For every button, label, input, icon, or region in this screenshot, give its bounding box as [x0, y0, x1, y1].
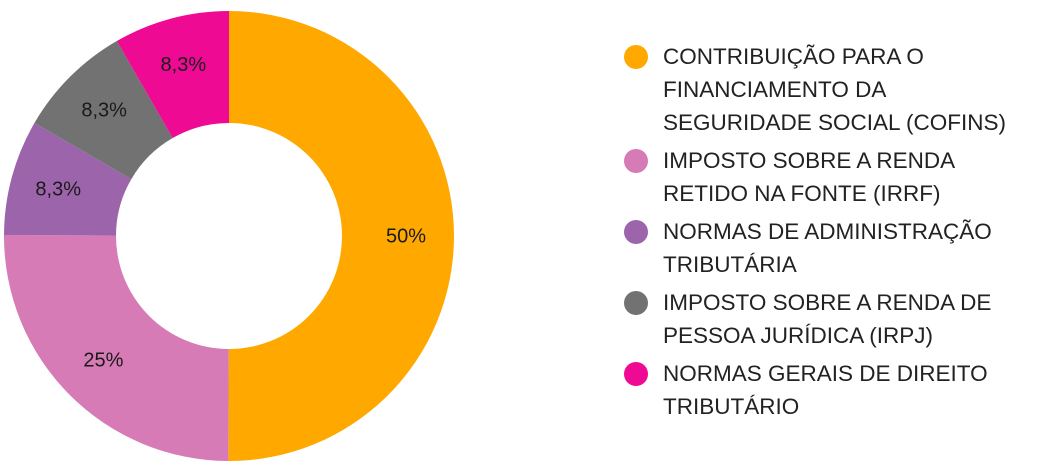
slice-3	[34, 40, 173, 180]
legend-item-normas-gerais-de-direito-tributario: NORMAS GERAIS DE DIREITO TRIBUTÁRIO	[624, 357, 1034, 423]
slices-layer	[4, 11, 454, 461]
legend-item-imposto-sobre-a-renda-retido-na-fonte-ir: IMPOSTO SOBRE A RENDA RETIDO NA FONTE (I…	[624, 144, 1034, 210]
slice-label-1: 25%	[83, 350, 123, 372]
legend-item-imposto-sobre-a-renda-de-pessoa-juridica: IMPOSTO SOBRE A RENDA DE PESSOA JURÍDICA…	[624, 286, 1034, 352]
legend-label: NORMAS GERAIS DE DIREITO TRIBUTÁRIO	[663, 361, 988, 419]
legend-swatch	[624, 220, 648, 244]
legend-swatch	[624, 362, 648, 386]
slice-label-2: 8,3%	[35, 179, 81, 201]
donut-chart: 50% 25% 8,3% 8,3% 8,3%	[4, 11, 454, 461]
legend-label: CONTRIBUIÇÃO PARA O FINANCIAMENTO DA SEG…	[663, 44, 1006, 135]
slice-label-3: 8,3%	[81, 100, 127, 122]
slice-labels-layer: 50% 25% 8,3% 8,3% 8,3%	[35, 54, 426, 372]
legend-label: IMPOSTO SOBRE A RENDA RETIDO NA FONTE (I…	[663, 148, 954, 206]
slice-1	[4, 234, 229, 461]
legend-item-contribuicao-para-o-financiamento-da-seg: CONTRIBUIÇÃO PARA O FINANCIAMENTO DA SEG…	[624, 40, 1034, 139]
chart-legend: CONTRIBUIÇÃO PARA O FINANCIAMENTO DA SEG…	[624, 40, 1034, 428]
legend-item-normas-de-administracao-tributaria: NORMAS DE ADMINISTRAÇÃO TRIBUTÁRIA	[624, 215, 1034, 281]
slice-2	[4, 122, 132, 236]
legend-label: IMPOSTO SOBRE A RENDA DE PESSOA JURÍDICA…	[663, 290, 992, 348]
slice-4	[116, 11, 229, 139]
slice-label-4: 8,3%	[161, 54, 207, 76]
slice-0	[228, 11, 454, 461]
legend-label: NORMAS DE ADMINISTRAÇÃO TRIBUTÁRIA	[663, 219, 992, 277]
legend-swatch	[624, 149, 648, 173]
legend-swatch	[624, 291, 648, 315]
legend-swatch	[624, 45, 648, 69]
slice-label-0: 50%	[386, 225, 426, 247]
